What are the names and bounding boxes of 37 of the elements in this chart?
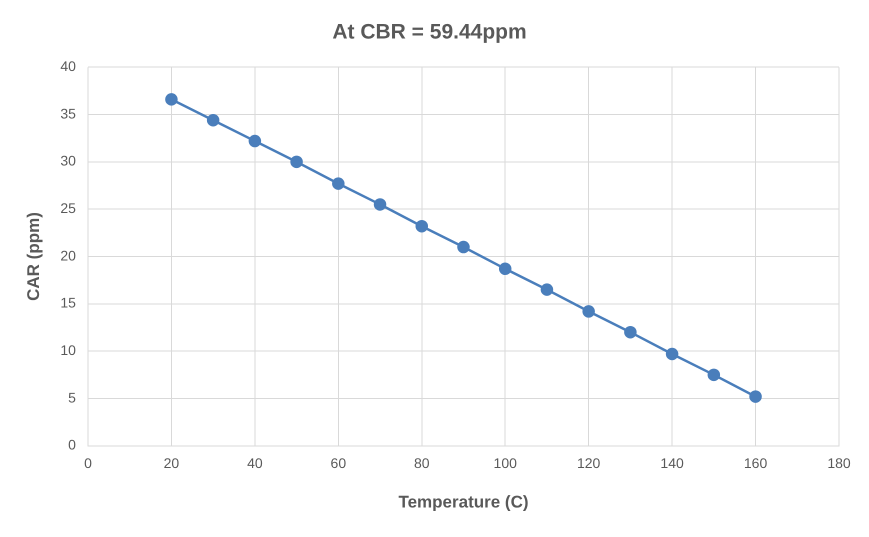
x-tick-label: 40 — [247, 455, 263, 472]
point — [498, 262, 512, 276]
point — [206, 114, 220, 126]
x-axis-title: Temperature (C) — [398, 492, 529, 512]
x-tick-label: 120 — [576, 455, 601, 472]
x-tick-label: 100 — [494, 455, 518, 472]
y-tick-label: 10 — [60, 342, 76, 358]
y-tick-label: 15 — [60, 294, 76, 311]
y-tick-label: 25 — [60, 200, 76, 216]
point — [624, 326, 637, 338]
x-tick-label: 180 — [827, 455, 851, 472]
point — [165, 93, 178, 106]
point — [708, 368, 720, 382]
y-tick-label: 5 — [68, 389, 76, 406]
point — [248, 134, 262, 148]
y-tick-label: 20 — [60, 247, 76, 264]
point — [290, 156, 303, 168]
x-tick-label: 80 — [414, 455, 430, 472]
point — [374, 198, 386, 211]
y-tick-label: 35 — [60, 105, 76, 122]
y-axis-title: CAR (ppm) — [24, 212, 43, 301]
point — [332, 177, 345, 190]
chart-title: At CBR = 59.44ppm — [332, 20, 527, 44]
y-tick-label: 30 — [60, 152, 76, 169]
point — [666, 348, 678, 360]
x-tick-label: 60 — [330, 455, 346, 472]
point — [582, 305, 595, 318]
point — [749, 390, 762, 403]
x-tick-label: 0 — [84, 455, 92, 472]
point — [457, 240, 470, 254]
y-tick-label: 0 — [68, 436, 76, 453]
point — [540, 283, 554, 296]
point — [416, 220, 428, 232]
y-tick-label: 40 — [60, 58, 76, 74]
x-tick-label: 20 — [164, 455, 180, 472]
x-tick-label: 140 — [660, 455, 684, 472]
x-tick-label: 160 — [744, 455, 768, 472]
